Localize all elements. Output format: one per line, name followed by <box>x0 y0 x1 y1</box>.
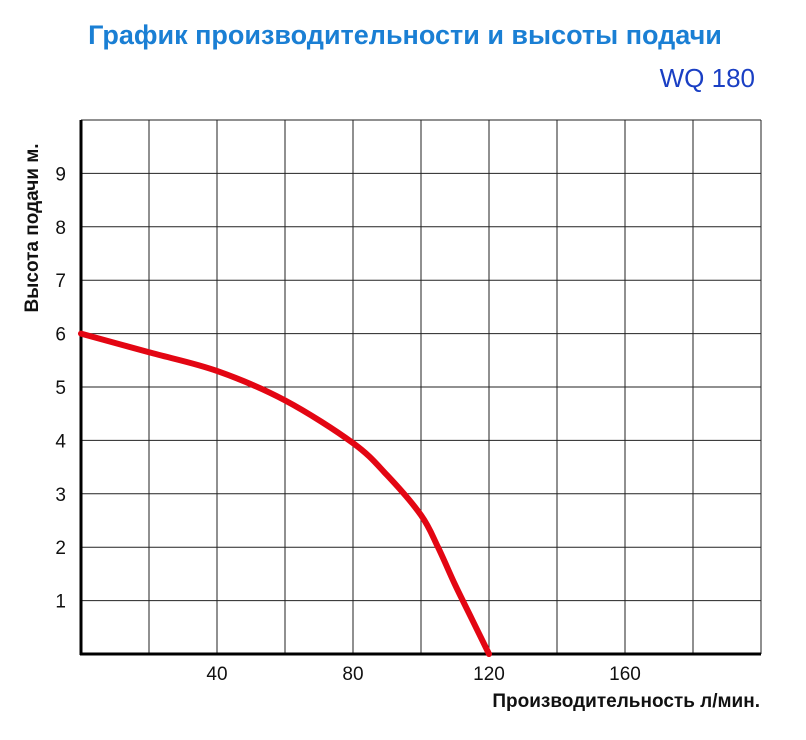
y-tick-label: 9 <box>55 164 66 185</box>
x-tick-label: 40 <box>206 664 227 685</box>
series-layer <box>78 330 492 657</box>
chart-title: График производительности и высоты подач… <box>88 20 722 50</box>
y-tick-label: 4 <box>55 431 66 452</box>
y-tick-label: 3 <box>55 485 66 506</box>
y-tick-label: 7 <box>55 271 66 292</box>
y-tick-label: 1 <box>55 592 66 613</box>
grid <box>81 119 762 654</box>
x-tick-label: 80 <box>342 664 363 685</box>
x-axis-label: Производительность л/мин. <box>492 691 760 712</box>
performance-curve-0 <box>78 330 492 657</box>
y-axis-label: Высота подачи м. <box>22 143 43 312</box>
y-tick-label: 2 <box>55 538 66 559</box>
tick-labels: 1 2 3 4 5 6 7 8 9 40 80 120 160 <box>55 164 640 685</box>
axes <box>79 120 761 656</box>
y-tick-label: 8 <box>55 218 66 239</box>
y-tick-label: 5 <box>55 378 66 399</box>
y-tick-label: 6 <box>55 325 66 346</box>
chart-subtitle: WQ 180 <box>660 63 755 93</box>
x-tick-label: 160 <box>609 664 641 685</box>
x-tick-label: 120 <box>473 664 505 685</box>
